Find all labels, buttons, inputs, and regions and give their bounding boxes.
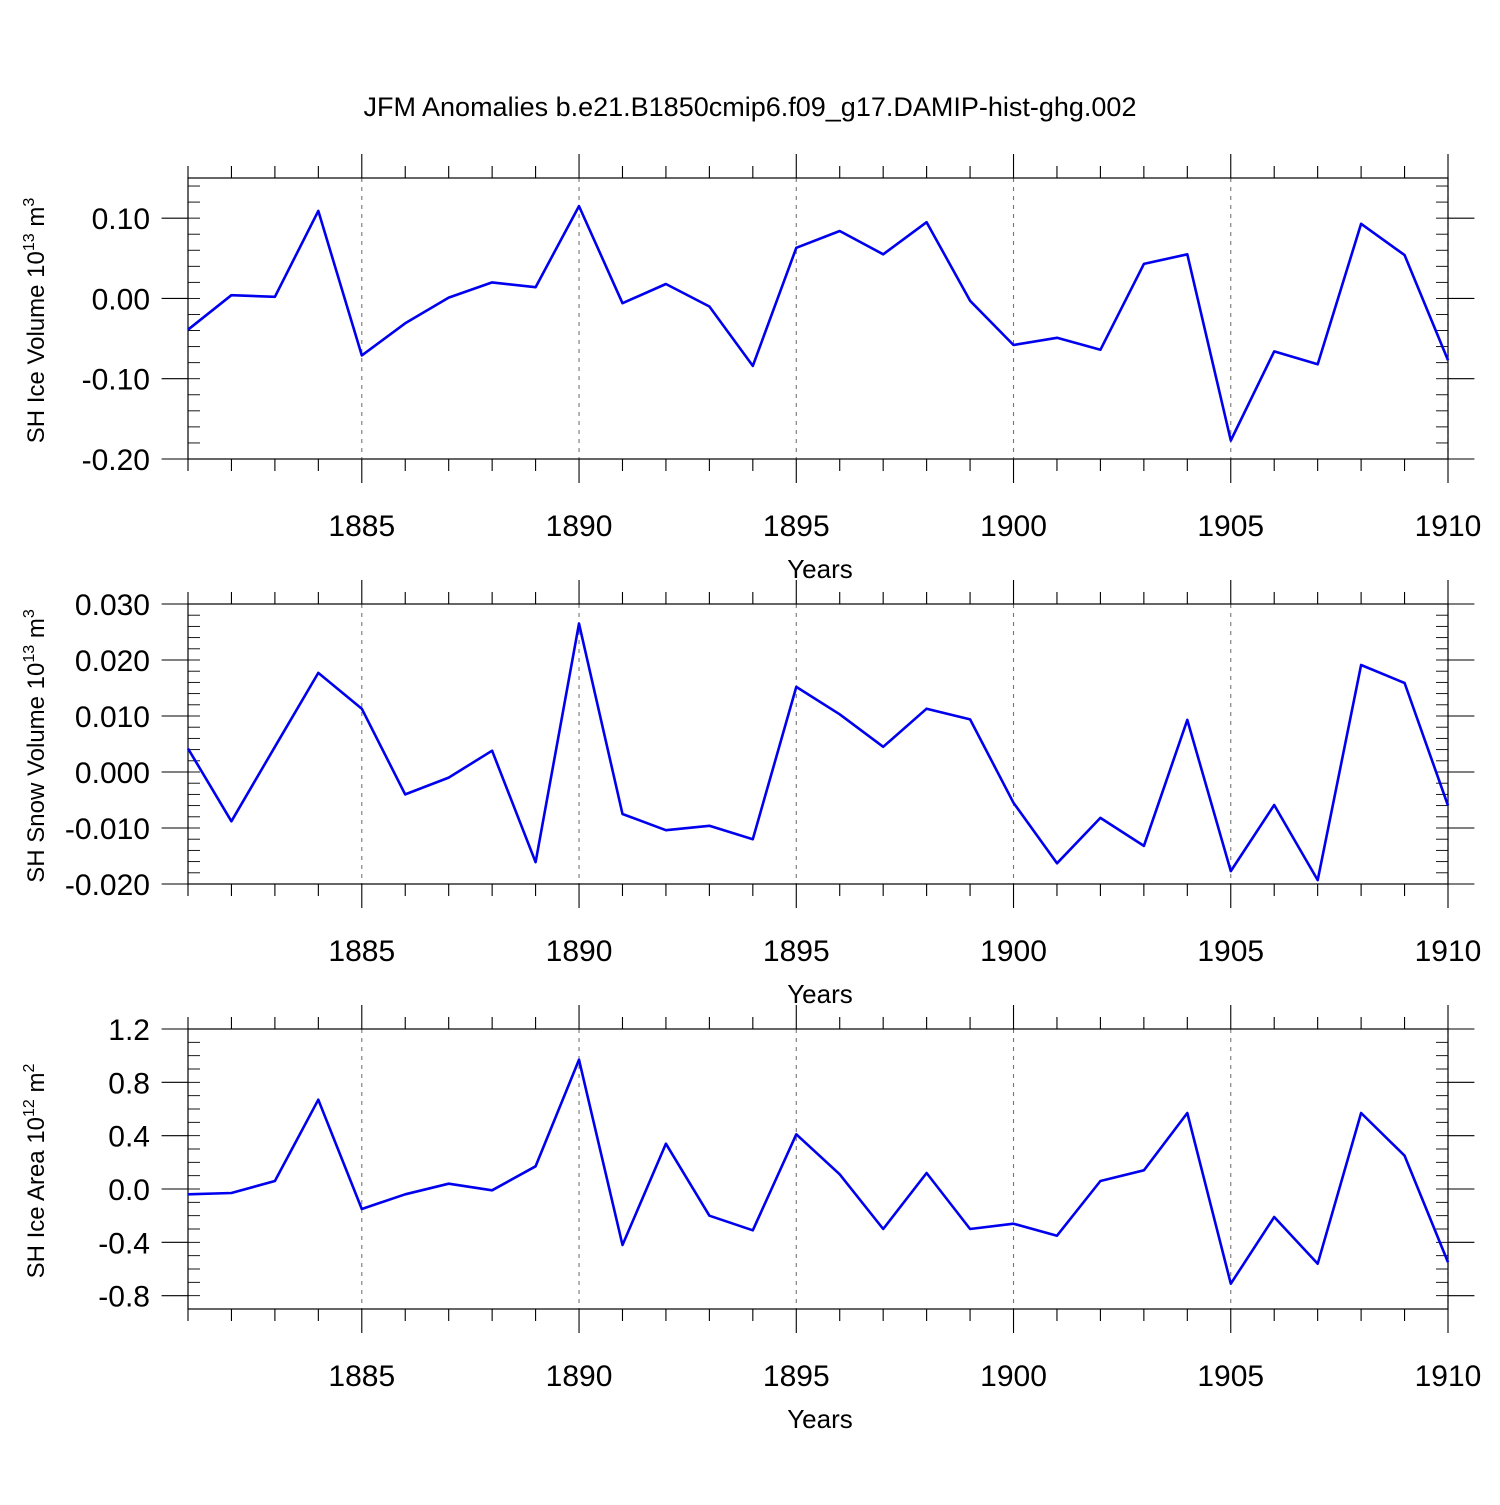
x-tick-label: 1890 [546,1360,613,1393]
x-tick-label: 1910 [1415,935,1482,968]
y-axis-label-unit: m [23,207,50,234]
x-tick-label: 1905 [1197,510,1264,543]
y-tick-label: -0.10 [82,364,150,397]
y-tick-label: -0.010 [65,813,150,846]
x-tick-label: 1900 [980,1360,1047,1393]
y-tick-label: 0.00 [92,283,150,316]
y-tick-label: 0.0 [108,1174,150,1207]
x-axis-label: Years [787,979,853,1009]
x-tick-label: 1885 [328,935,395,968]
y-tick-label: 0.10 [92,203,150,236]
y-tick-label: 0.010 [75,701,150,734]
y-axis-label-text: SH Ice Volume 10 [23,251,50,443]
panel-2: 1885 1890 1895 1900 1905 1910 Years -0.020 -0.01… [21,580,1481,1009]
series-line [186,622,1450,882]
y-axis-label-unit-exponent: 3 [21,609,38,618]
y-axis-label-text: SH Ice Area 10 [23,1117,50,1278]
y-axis-label-exponent: 13 [21,233,38,251]
x-tick-label: 1900 [980,510,1047,543]
y-tick-label: 0.020 [75,645,150,678]
y-axis-label-unit: m [23,618,50,645]
panel-3: 1885 1890 1895 1900 1905 1910 Years -0.8 -0.4 0.0… [21,1005,1481,1434]
x-tick-label: 1895 [763,510,830,543]
y-tick-label: 0.000 [75,757,150,790]
series-line [187,204,1450,442]
x-axis-label: Years [787,1404,853,1434]
y-axis-label: SH Ice Area 1012 m2 [21,1064,50,1279]
y-tick-label: -0.20 [82,444,150,477]
y-axis-label-text: SH Snow Volume 10 [23,663,50,883]
plot-frame [187,603,1449,885]
y-axis-label: SH Snow Volume 1013 m3 [21,609,50,883]
x-tick-label: 1905 [1197,935,1264,968]
y-tick-label: -0.4 [98,1227,150,1260]
y-tick-label: 0.4 [108,1121,150,1154]
plot-frame [187,1028,1449,1310]
y-tick-label: 0.8 [108,1067,150,1100]
x-tick-label: 1890 [546,510,613,543]
x-tick-label: 1885 [328,510,395,543]
figure-title: JFM Anomalies b.e21.B1850cmip6.f09_g17.D… [364,92,1137,122]
x-tick-label: 1895 [763,935,830,968]
x-tick-label: 1900 [980,935,1047,968]
panel-1: 1885 1890 1895 1900 1905 1910 Years -0.20 -0.10 0… [21,154,1481,584]
x-tick-label: 1910 [1415,510,1482,543]
x-tick-label: 1895 [763,1360,830,1393]
plot-frame [187,177,1449,460]
y-tick-label: 1.2 [108,1014,150,1047]
x-tick-label: 1890 [546,935,613,968]
x-tick-label: 1885 [328,1360,395,1393]
y-axis-label-unit-exponent: 3 [21,198,38,207]
y-axis-label-exponent: 13 [21,645,38,663]
series-line [187,1058,1450,1285]
y-axis-label-unit: m [23,1073,50,1100]
x-tick-label: 1905 [1197,1360,1264,1393]
y-axis-label: SH Ice Volume 1013 m3 [21,198,50,444]
y-tick-label: -0.020 [65,869,150,902]
y-axis-label-unit-exponent: 2 [21,1064,38,1073]
x-axis-label: Years [787,554,853,584]
y-tick-label: 0.030 [75,589,150,622]
y-axis-label-exponent: 12 [21,1099,38,1117]
x-tick-label: 1910 [1415,1360,1482,1393]
y-tick-label: -0.8 [98,1281,150,1314]
